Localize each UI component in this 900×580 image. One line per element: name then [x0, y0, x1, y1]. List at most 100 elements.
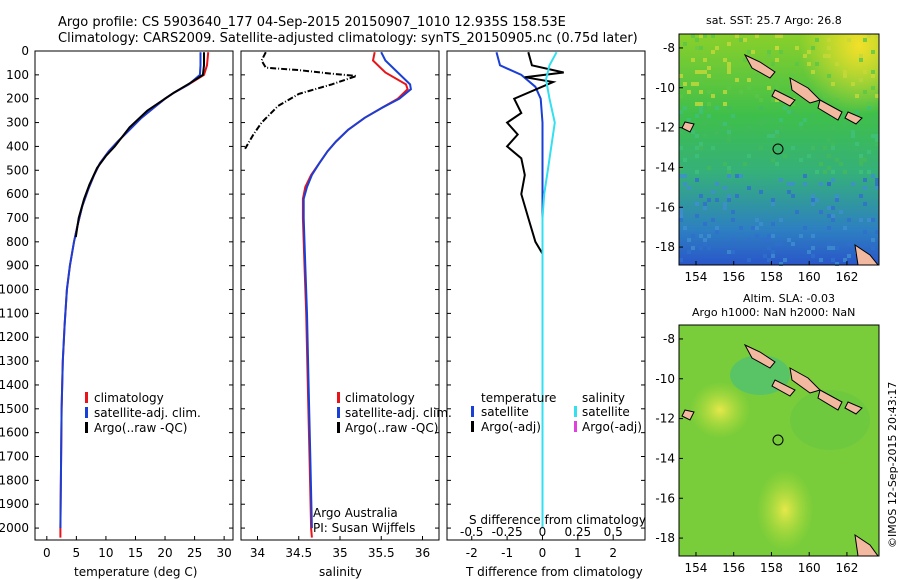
sst-pixel [811, 254, 815, 258]
sst-pixel [691, 58, 695, 62]
map-lon-label: 160 [798, 270, 821, 284]
sst-pixel [851, 82, 855, 86]
island [789, 77, 821, 104]
legend-label: climatology [345, 391, 415, 405]
sst-pixel [755, 218, 759, 222]
sst-pixel [723, 206, 727, 210]
sst-pixel [827, 74, 831, 78]
sst-pixel [759, 106, 763, 110]
sla-map [678, 324, 880, 557]
sst-pixel [755, 74, 759, 78]
depth-tick-label: 300 [6, 116, 29, 130]
sst-pixel [863, 202, 867, 206]
sst-pixel [767, 238, 771, 242]
sst-pixel [819, 258, 823, 262]
sst-pixel [703, 206, 707, 210]
sst-pixel [687, 118, 691, 122]
sst-pixel [787, 110, 791, 114]
sst-pixel [707, 74, 711, 78]
argo-height-title: Argo h1000: NaN h2000: NaN [692, 306, 855, 319]
sst-pixel [839, 162, 843, 166]
depth-tick-label: 1000 [0, 283, 29, 297]
sst-pixel [759, 222, 763, 226]
sla-map-frame [678, 324, 880, 557]
sst-pixel [679, 74, 683, 78]
depth-tick-label: 1200 [0, 330, 29, 344]
sst-pixel [759, 122, 763, 126]
map-lon-label: 156 [722, 561, 745, 575]
sst-pixel [847, 218, 851, 222]
sst-pixel [683, 182, 687, 186]
island [681, 121, 695, 133]
sst-pixel [823, 170, 827, 174]
sst-pixel [683, 226, 687, 230]
sst-pixel [699, 78, 703, 82]
sst-pixel [771, 254, 775, 258]
depth-tick-label: 400 [6, 139, 29, 153]
sst-pixel [699, 34, 703, 38]
sst-pixel [715, 46, 719, 50]
sst-pixel [699, 46, 703, 50]
sst-pixel [715, 182, 719, 186]
sst-pixel [683, 106, 687, 110]
sst-pixel [843, 170, 847, 174]
island [771, 89, 796, 107]
sst-pixel [679, 94, 683, 98]
sst-pixel [695, 214, 699, 218]
sst-pixel [715, 226, 719, 230]
sst-pixel [859, 170, 863, 174]
sst-pixel [811, 146, 815, 150]
sst-pixel [831, 258, 835, 262]
sst-pixel [763, 118, 767, 122]
sst-pixel [759, 98, 763, 102]
depth-tick-label: 0 [21, 44, 29, 58]
sst-pixel [767, 246, 771, 250]
sst-pixel [775, 98, 779, 102]
sst-pixel [875, 94, 879, 98]
depth-axis: 0 100 200 300 400 500 600 700 800 900 1000 1100 1200… [0, 44, 645, 535]
sst-pixel [699, 142, 703, 146]
sst-pixel [727, 106, 731, 110]
island [743, 53, 776, 79]
sst-pixel [823, 94, 827, 98]
sst-pixel [779, 118, 783, 122]
temperature-axis-label: temperature (deg C) [74, 565, 197, 579]
sst-pixel [783, 106, 787, 110]
salinity-axis-label: salinity [319, 565, 362, 579]
sst-pixel [851, 182, 855, 186]
sst-pixel [727, 198, 731, 202]
sst-pixel [843, 70, 847, 74]
sst-pixel [827, 242, 831, 246]
depth-tick-label: 200 [6, 92, 29, 106]
sst-pixel [795, 114, 799, 118]
sst-pixel [803, 182, 807, 186]
x-tick-label: 20 [157, 546, 172, 560]
sst-pixel [875, 178, 879, 182]
sst-pixel [779, 34, 783, 38]
sst-pixel [875, 142, 879, 146]
sst-pixel [747, 50, 751, 54]
sst-pixel [863, 178, 867, 182]
sst-pixel [779, 218, 783, 222]
sst-pixel [807, 50, 811, 54]
legend-label: Argo(-adj) [481, 420, 541, 434]
depth-tick-label: 1900 [0, 497, 29, 511]
sst-pixel [831, 170, 835, 174]
map-lat-label: -14 [655, 451, 675, 465]
sst-pixel [831, 206, 835, 210]
sst-pixel [711, 218, 715, 222]
sst-pixel [715, 198, 719, 202]
sst-pixel [695, 154, 699, 158]
sst-pixel [747, 126, 751, 130]
sst-pixel [699, 110, 703, 114]
sst-pixel [727, 134, 731, 138]
sst-pixel [707, 114, 711, 118]
sst-pixel [695, 46, 699, 50]
sst-pixel [827, 182, 831, 186]
sst-pixel [779, 126, 783, 130]
sst-pixel [779, 178, 783, 182]
sst-pixel [871, 118, 875, 122]
x-tick-label: -2 [466, 546, 478, 560]
legend-label: Argo(..raw -QC) [94, 421, 187, 435]
s-tick-label: 0 [539, 525, 547, 539]
